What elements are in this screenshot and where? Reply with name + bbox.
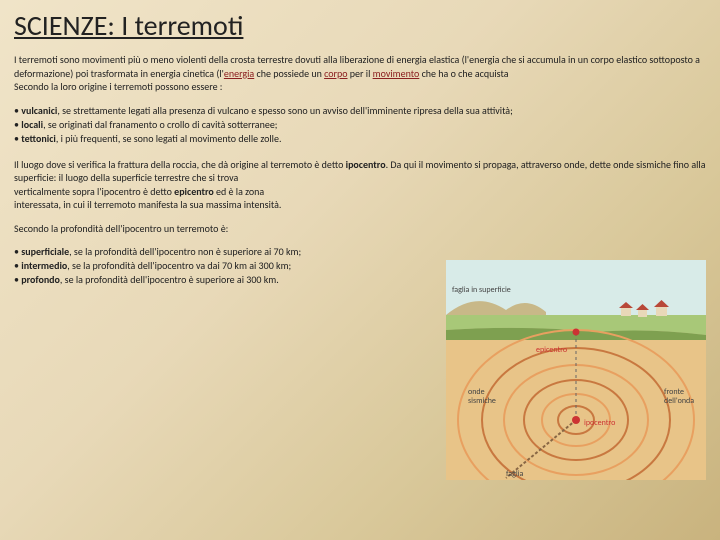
depth-intro: Secondo la profondità dell'ipocentro un … bbox=[14, 222, 434, 236]
intro-paragraph: I terremoti sono movimenti più o meno vi… bbox=[14, 53, 706, 94]
intro-text-3: per il bbox=[348, 67, 373, 80]
mid-3: interessata, in cui il terremoto manifes… bbox=[14, 198, 281, 211]
bullet-label: intermedio bbox=[21, 259, 67, 272]
bullet-text: , se strettamente legati alla presenza d… bbox=[57, 104, 512, 117]
page-title: SCIENZE: I terremoti bbox=[14, 8, 706, 43]
list-item: • superficiale, se la profondità dell'ip… bbox=[14, 245, 706, 259]
label-faglia: faglia bbox=[506, 469, 524, 479]
link-energia[interactable]: energia bbox=[224, 67, 254, 80]
bullet-text: , i più frequenti, se sono legati al mov… bbox=[56, 132, 282, 145]
label-faglia-superficie: faglia in superficie bbox=[452, 285, 511, 295]
bullet-label: tettonici bbox=[21, 132, 56, 145]
bullet-text: , se originati dal franamento o crollo d… bbox=[43, 118, 277, 131]
term-epicentro: epicentro bbox=[174, 185, 214, 198]
intro-line2: Secondo la loro origine i terremoti poss… bbox=[14, 80, 223, 93]
link-corpo[interactable]: corpo bbox=[324, 67, 347, 80]
mid-2c: ed è la zona bbox=[214, 185, 264, 198]
bullet-text: , se la profondità dell'ipocentro è supe… bbox=[60, 273, 279, 286]
term-ipocentro: ipocentro bbox=[346, 158, 386, 171]
bullet-text: , se la profondità dell'ipocentro non è … bbox=[69, 245, 301, 258]
list-item: • locali, se originati dal franamento o … bbox=[14, 118, 706, 132]
origin-list: • vulcanici, se strettamente legati alla… bbox=[14, 104, 706, 146]
earthquake-diagram: faglia in superficie ondesismiche fronte… bbox=[446, 260, 706, 480]
bullet-text: , se la profondità dell'ipocentro va dai… bbox=[67, 259, 291, 272]
bullet-label: locali bbox=[21, 118, 43, 131]
epicentro-dot bbox=[573, 329, 580, 336]
intro-text-2: che possiede un bbox=[254, 67, 324, 80]
list-item: • vulcanici, se strettamente legati alla… bbox=[14, 104, 706, 118]
mid-2a: verticalmente sopra l'ipocentro è detto bbox=[14, 185, 174, 198]
label-epicentro: epicentro bbox=[536, 345, 567, 355]
ipocentro-dot bbox=[572, 416, 580, 424]
bullet-label: profondo bbox=[21, 273, 60, 286]
label-ipocentro: ipocentro bbox=[584, 418, 615, 428]
mid-paragraph: Il luogo dove si verifica la frattura de… bbox=[14, 158, 706, 212]
mid-1a: Il luogo dove si verifica la frattura de… bbox=[14, 158, 346, 171]
bullet-label: vulcanici bbox=[21, 104, 57, 117]
bullet-label: superficiale bbox=[21, 245, 69, 258]
list-item: • tettonici, i più frequenti, se sono le… bbox=[14, 132, 706, 146]
link-movimento[interactable]: movimento bbox=[373, 67, 420, 80]
intro-text-4: che ha o che acquista bbox=[419, 67, 508, 80]
